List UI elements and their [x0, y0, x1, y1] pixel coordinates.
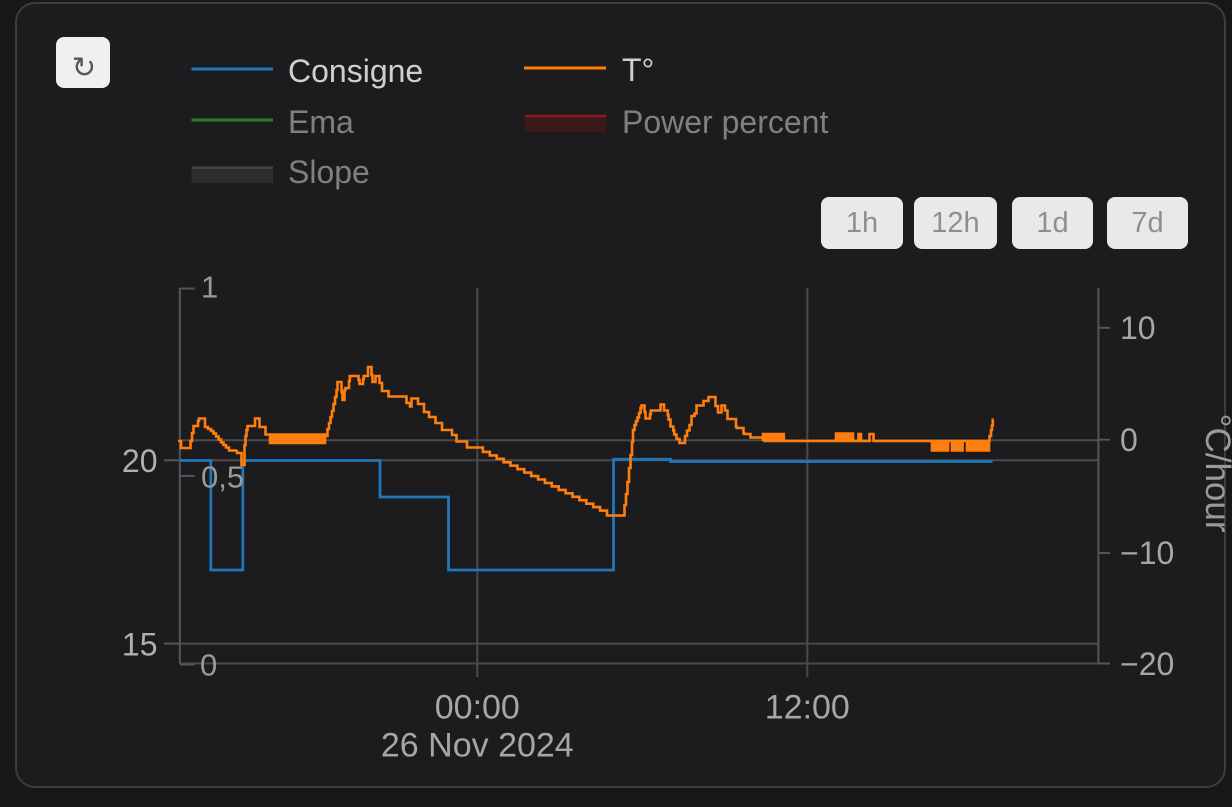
svg-text:26 Nov 2024: 26 Nov 2024	[381, 727, 574, 765]
svg-text:Ema: Ema	[288, 104, 354, 140]
svg-text:20: 20	[122, 443, 158, 479]
svg-text:0: 0	[200, 648, 217, 683]
svg-text:15: 15	[122, 626, 158, 662]
svg-text:10: 10	[1120, 310, 1156, 346]
svg-text:Consigne: Consigne	[288, 53, 423, 89]
svg-text:Power percent: Power percent	[622, 104, 828, 140]
svg-text:12:00: 12:00	[765, 689, 850, 727]
svg-text:−20: −20	[1120, 646, 1174, 682]
svg-text:T°: T°	[622, 52, 654, 88]
svg-text:1: 1	[201, 270, 218, 305]
svg-text:°C/hour: °C/hour	[1198, 413, 1232, 532]
svg-text:00:00: 00:00	[435, 689, 520, 727]
svg-text:0,5: 0,5	[201, 460, 244, 495]
svg-text:Slope: Slope	[288, 154, 370, 190]
svg-text:0: 0	[1120, 422, 1138, 458]
svg-text:−10: −10	[1120, 535, 1174, 571]
